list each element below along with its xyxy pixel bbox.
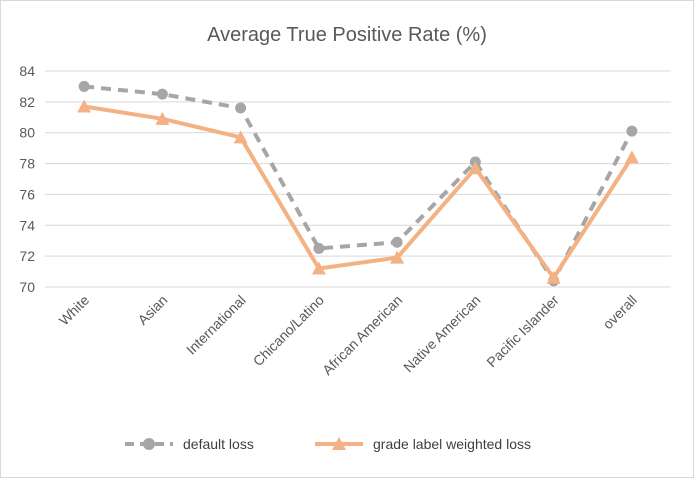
x-tick-label-international: International [183, 292, 249, 358]
data-point-grade-label-weighted-loss-african-american [390, 250, 405, 264]
y-tick-label-76: 76 [19, 186, 35, 202]
y-tick-label-70: 70 [19, 279, 35, 295]
legend-marker-grade-label-weighted-loss [332, 437, 346, 450]
series [77, 80, 639, 287]
data-point-default-loss-asian [156, 88, 168, 100]
legend-label-grade-label-weighted-loss: grade label weighted loss [373, 436, 531, 452]
data-point-default-loss-overall [626, 125, 638, 137]
y-tick-label-82: 82 [19, 94, 35, 110]
y-axis-ticks: 70 72 74 76 78 80 82 84 [19, 63, 35, 295]
y-tick-label-80: 80 [19, 125, 35, 141]
y-tick-label-72: 72 [19, 248, 35, 264]
data-point-grade-label-weighted-loss-native-american [468, 161, 483, 175]
chart-title: Average True Positive Rate (%) [207, 24, 487, 46]
x-axis-ticks: White Asian International Chicano/LatinoAfr… [56, 292, 640, 378]
data-point-grade-label-weighted-loss-overall [624, 150, 639, 164]
data-point-default-loss-chicano-latino [313, 242, 325, 254]
series-line-default-loss [83, 84, 634, 283]
x-tick-label-chicano-latino: Chicano/Latino [250, 292, 328, 370]
data-point-grade-label-weighted-loss-white [77, 99, 92, 113]
series-line-grade-label-weighted-loss [83, 104, 634, 280]
x-tick-label-native-american: Native American [400, 292, 483, 375]
data-point-default-loss-white [78, 80, 90, 92]
y-tick-label-74: 74 [19, 217, 35, 233]
data-point-grade-label-weighted-loss-pacific-islander [546, 270, 561, 284]
x-tick-label-pacific-islander: Pacific Islander [483, 292, 562, 371]
x-tick-label-asian: Asian [134, 292, 170, 328]
x-tick-label-african-american: African American [319, 292, 405, 378]
legend-label-default-loss: default loss [183, 436, 254, 452]
data-point-default-loss-international [235, 102, 247, 114]
data-point-default-loss-african-american [391, 236, 403, 248]
data-point-grade-label-weighted-loss-asian [155, 111, 170, 125]
x-tick-label-white: White [56, 292, 93, 329]
y-tick-label-78: 78 [19, 156, 35, 172]
data-point-grade-label-weighted-loss-chicano-latino [311, 261, 326, 275]
legend: default loss grade label weighted loss [125, 436, 531, 452]
x-tick-label-overall: overall [600, 292, 640, 332]
y-tick-label-84: 84 [19, 63, 35, 79]
gridlines [45, 70, 671, 288]
data-point-grade-label-weighted-loss-international [233, 130, 248, 144]
legend-marker-default-loss [143, 438, 155, 450]
